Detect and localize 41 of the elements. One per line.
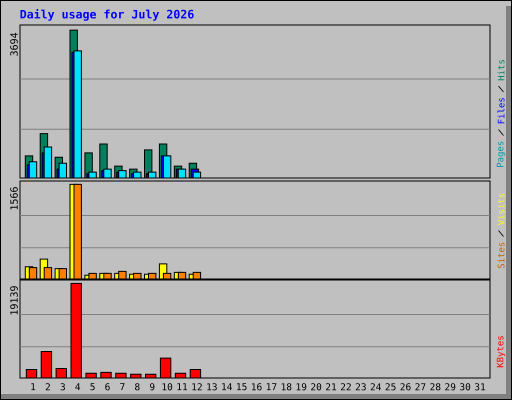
x-tick-label: 13 xyxy=(207,383,217,390)
x-tick-label: 11 xyxy=(177,383,188,390)
legend-label: Sites xyxy=(498,242,504,268)
text: 19139 xyxy=(10,286,18,314)
legend-label: Pages xyxy=(496,142,506,167)
x-tick-label: 22 xyxy=(340,383,351,390)
x-tick-label: 10 xyxy=(162,383,172,390)
chart-title: Daily usage for July 2026 xyxy=(20,8,194,21)
x-tick-label: 17 xyxy=(266,383,276,390)
x-tick-label: 25 xyxy=(386,383,396,390)
text: 1566 xyxy=(10,187,18,210)
legend-label: Files xyxy=(498,98,505,124)
text: Visits xyxy=(498,194,504,226)
x-tick-label: 21 xyxy=(326,383,336,390)
x-tick-label: 28 xyxy=(430,383,440,390)
x-tick-label: 20 xyxy=(311,383,322,390)
x-tick-label: 2 xyxy=(46,383,50,390)
x-tick-label: 18 xyxy=(282,383,292,390)
x-tick-label: 16 xyxy=(252,383,262,390)
x-tick-label: 7 xyxy=(120,383,125,390)
text: KBytes xyxy=(496,336,506,368)
x-tick-label: 24 xyxy=(370,383,381,390)
x-tick-label: 31 xyxy=(474,383,486,390)
x-tick-label: 26 xyxy=(400,383,411,390)
x-tick-label: 12 xyxy=(192,383,202,390)
x-tick-label: 9 xyxy=(150,383,154,390)
x-tick-label: 3 xyxy=(60,383,65,390)
x-tick-label: 29 xyxy=(445,383,456,390)
x-tick-label: 4 xyxy=(75,383,80,390)
x-tick-label: 14 xyxy=(222,383,232,390)
x-tick-label: 27 xyxy=(415,383,426,390)
x-tick-label: 8 xyxy=(135,383,140,390)
x-tick-label: 6 xyxy=(105,383,110,390)
x-tick-label: 15 xyxy=(237,383,247,390)
text: 3694 xyxy=(10,32,18,56)
x-tick-label: 23 xyxy=(356,383,366,390)
x-tick-label: 19 xyxy=(296,383,306,390)
x-tick-label: 1 xyxy=(31,383,36,390)
x-tick-label: 30 xyxy=(460,383,470,390)
x-tick-label: 5 xyxy=(90,383,95,390)
text: Hits xyxy=(498,60,504,80)
